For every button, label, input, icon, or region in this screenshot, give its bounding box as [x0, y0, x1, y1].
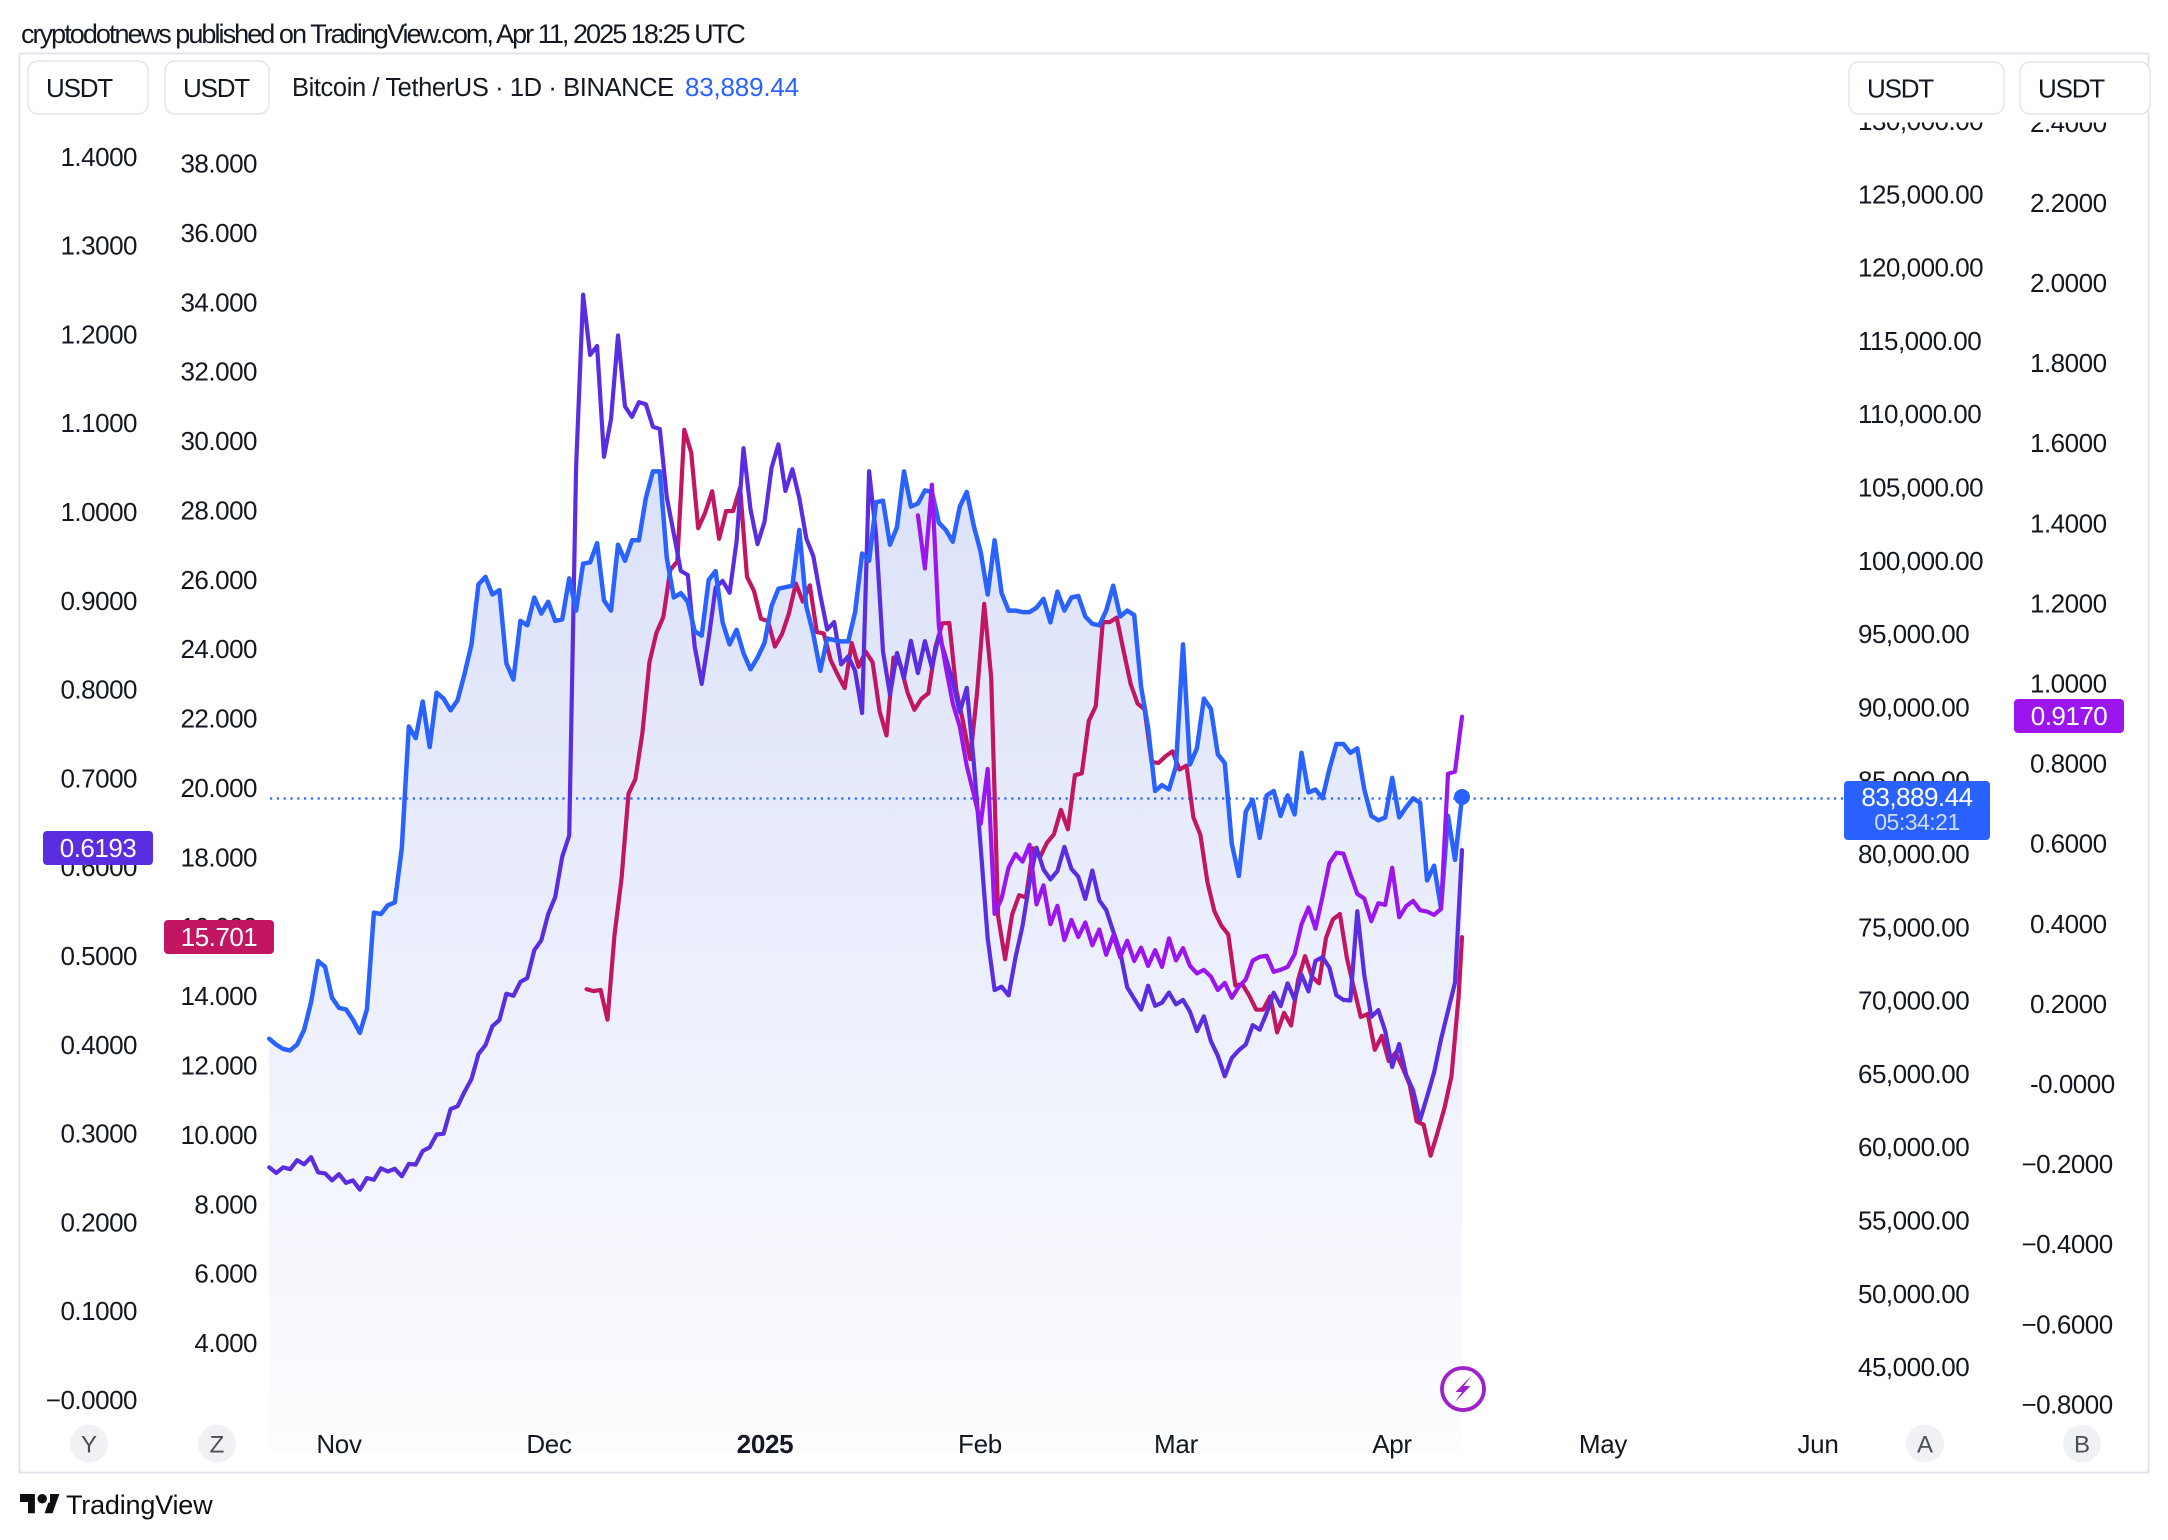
- svg-text:14.000: 14.000: [180, 981, 257, 1011]
- svg-text:0.6193: 0.6193: [60, 833, 137, 863]
- svg-text:0.4000: 0.4000: [60, 1030, 137, 1060]
- svg-text:10.000: 10.000: [180, 1120, 257, 1150]
- svg-text:Jun: Jun: [1797, 1429, 1838, 1459]
- svg-text:0.2000: 0.2000: [2030, 989, 2107, 1019]
- svg-text:125,000.00: 125,000.00: [1858, 179, 1983, 209]
- svg-text:-0.0000: -0.0000: [2030, 1069, 2115, 1099]
- svg-text:1.4000: 1.4000: [60, 142, 137, 172]
- svg-text:80,000.00: 80,000.00: [1858, 839, 1969, 869]
- svg-text:4.000: 4.000: [194, 1328, 257, 1358]
- svg-text:65,000.00: 65,000.00: [1858, 1059, 1969, 1089]
- svg-text:0.7000: 0.7000: [60, 763, 137, 793]
- svg-text:USDT: USDT: [183, 73, 250, 103]
- svg-text:38.000: 38.000: [180, 149, 257, 179]
- svg-text:−0.6000: −0.6000: [2022, 1309, 2113, 1339]
- svg-text:115,000.00: 115,000.00: [1858, 326, 1981, 356]
- svg-text:0.8000: 0.8000: [60, 675, 137, 705]
- svg-text:cryptodotnews published on Tra: cryptodotnews published on TradingView.c…: [21, 19, 745, 49]
- svg-text:70,000.00: 70,000.00: [1858, 986, 1969, 1016]
- svg-text:May: May: [1579, 1429, 1628, 1459]
- svg-text:0.9000: 0.9000: [60, 586, 137, 616]
- svg-text:90,000.00: 90,000.00: [1858, 692, 1969, 722]
- svg-text:28.000: 28.000: [180, 496, 257, 526]
- svg-text:−0.2000: −0.2000: [2022, 1149, 2113, 1179]
- svg-text:2.0000: 2.0000: [2030, 268, 2107, 298]
- svg-text:24.000: 24.000: [180, 634, 257, 664]
- svg-text:0.1000: 0.1000: [60, 1296, 137, 1326]
- svg-text:0.4000: 0.4000: [2030, 909, 2107, 939]
- svg-text:USDT: USDT: [46, 73, 113, 103]
- svg-text:120,000.00: 120,000.00: [1858, 253, 1983, 283]
- svg-text:1.0000: 1.0000: [2030, 669, 2107, 699]
- svg-text:12.000: 12.000: [180, 1051, 257, 1081]
- svg-text:1.6000: 1.6000: [2030, 428, 2107, 458]
- svg-text:105,000.00: 105,000.00: [1858, 473, 1983, 503]
- svg-text:TradingView: TradingView: [66, 1490, 213, 1520]
- svg-text:Bitcoin / TetherUS · 1D · BINA: Bitcoin / TetherUS · 1D · BINANCE: [292, 74, 674, 102]
- svg-text:55,000.00: 55,000.00: [1858, 1206, 1969, 1236]
- svg-text:83,889.44: 83,889.44: [1861, 782, 1972, 812]
- svg-text:1.2000: 1.2000: [60, 319, 137, 349]
- svg-text:1.4000: 1.4000: [2030, 508, 2107, 538]
- svg-text:05:34:21: 05:34:21: [1874, 809, 1960, 835]
- svg-text:0.5000: 0.5000: [60, 941, 137, 971]
- svg-text:A: A: [1917, 1431, 1933, 1458]
- svg-text:0.3000: 0.3000: [60, 1119, 137, 1149]
- svg-text:−0.4000: −0.4000: [2022, 1229, 2113, 1259]
- svg-text:1.3000: 1.3000: [60, 231, 137, 261]
- svg-text:0.2000: 0.2000: [60, 1207, 137, 1237]
- svg-text:15.701: 15.701: [181, 922, 258, 952]
- svg-text:USDT: USDT: [2038, 74, 2105, 104]
- svg-text:60,000.00: 60,000.00: [1858, 1132, 1969, 1162]
- svg-text:30.000: 30.000: [180, 426, 257, 456]
- svg-text:Y: Y: [81, 1431, 97, 1458]
- svg-text:1.2000: 1.2000: [2030, 588, 2107, 618]
- svg-text:2.2000: 2.2000: [2030, 188, 2107, 218]
- svg-text:34.000: 34.000: [180, 287, 257, 317]
- svg-text:B: B: [2074, 1431, 2090, 1458]
- svg-text:20.000: 20.000: [180, 773, 257, 803]
- svg-text:1.1000: 1.1000: [60, 408, 137, 438]
- svg-text:32.000: 32.000: [180, 357, 257, 387]
- svg-text:−0.0000: −0.0000: [46, 1385, 137, 1415]
- svg-text:95,000.00: 95,000.00: [1858, 619, 1969, 649]
- svg-text:0.8000: 0.8000: [2030, 749, 2107, 779]
- svg-text:0.9170: 0.9170: [2031, 701, 2108, 731]
- svg-text:22.000: 22.000: [180, 704, 257, 734]
- svg-text:50,000.00: 50,000.00: [1858, 1279, 1969, 1309]
- svg-text:1.0000: 1.0000: [60, 497, 137, 527]
- svg-text:−0.8000: −0.8000: [2022, 1389, 2113, 1419]
- svg-text:18.000: 18.000: [180, 842, 257, 872]
- svg-text:100,000.00: 100,000.00: [1858, 546, 1983, 576]
- svg-text:83,889.44: 83,889.44: [685, 72, 799, 102]
- svg-text:6.000: 6.000: [194, 1259, 257, 1289]
- svg-text:8.000: 8.000: [194, 1189, 257, 1219]
- svg-text:1.8000: 1.8000: [2030, 348, 2107, 378]
- svg-text:0.6000: 0.6000: [2030, 829, 2107, 859]
- svg-text:75,000.00: 75,000.00: [1858, 912, 1969, 942]
- svg-text:36.000: 36.000: [180, 218, 257, 248]
- svg-text:45,000.00: 45,000.00: [1858, 1352, 1969, 1382]
- svg-text:110,000.00: 110,000.00: [1858, 399, 1981, 429]
- svg-text:USDT: USDT: [1867, 74, 1934, 104]
- svg-text:26.000: 26.000: [180, 565, 257, 595]
- svg-text:Z: Z: [210, 1431, 225, 1458]
